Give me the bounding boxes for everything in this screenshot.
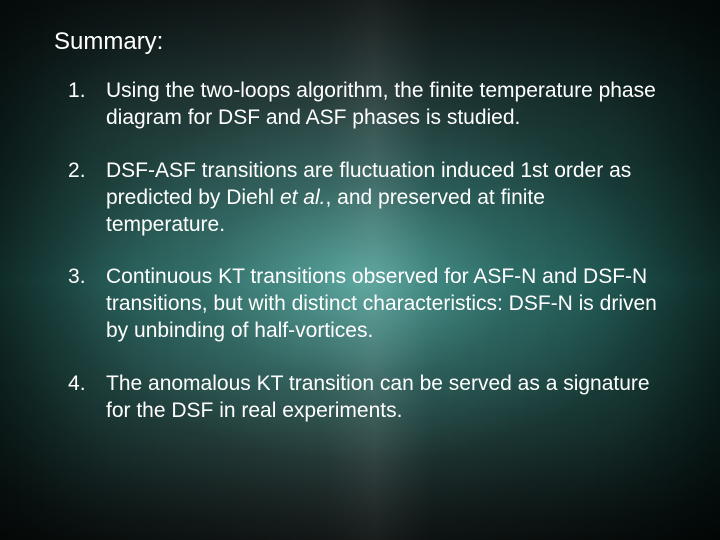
item-text: The anomalous KT transition can be serve…: [106, 372, 650, 422]
item-text: Continuous KT transitions observed for A…: [106, 265, 657, 342]
summary-list: Using the two-loops algorithm, the finit…: [54, 78, 666, 425]
slide: Summary: Using the two-loops algorithm, …: [0, 0, 720, 540]
slide-content: Summary: Using the two-loops algorithm, …: [0, 0, 720, 471]
list-item: DSF-ASF transitions are fluctuation indu…: [54, 158, 666, 239]
list-item: Using the two-loops algorithm, the finit…: [54, 78, 666, 132]
list-item: The anomalous KT transition can be serve…: [54, 371, 666, 425]
item-italic: et al.: [280, 186, 326, 209]
summary-title: Summary:: [54, 28, 666, 56]
list-item: Continuous KT transitions observed for A…: [54, 264, 666, 345]
item-text: Using the two-loops algorithm, the finit…: [106, 79, 656, 129]
